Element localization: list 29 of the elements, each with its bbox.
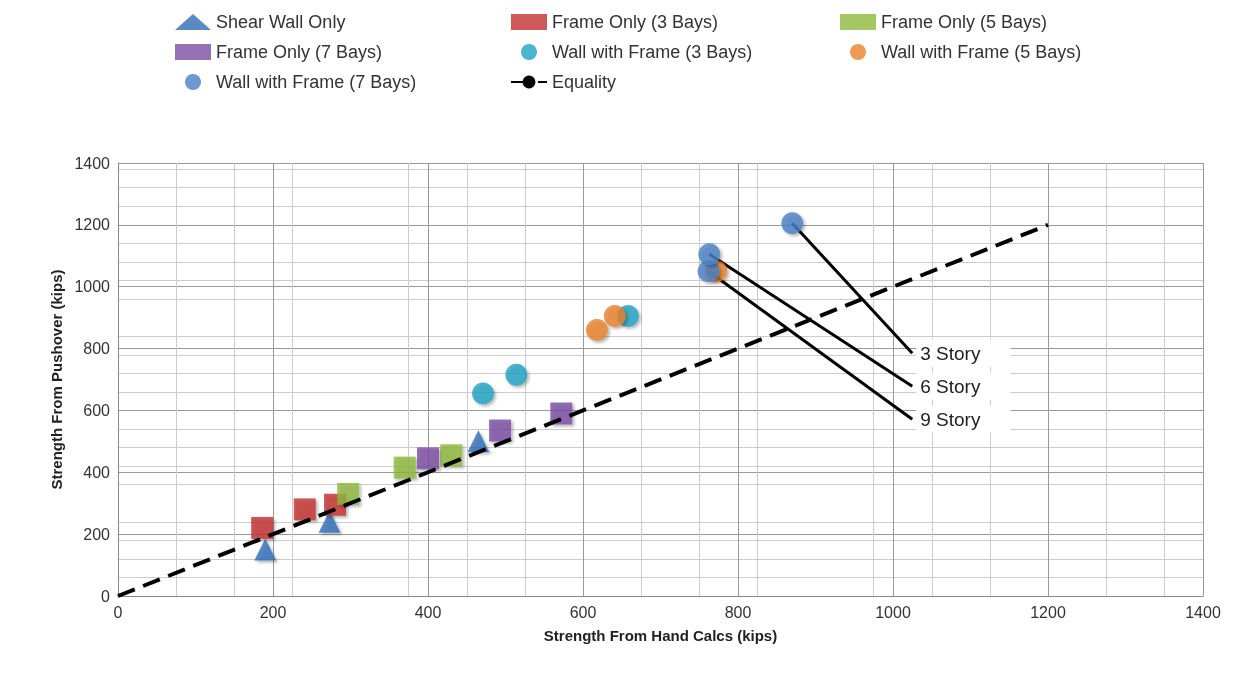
x-tick-label: 400 (414, 603, 442, 621)
y-tick-label: 600 (83, 401, 111, 419)
annotation: 3 Story (920, 342, 981, 364)
annotation: 6 Story (920, 375, 981, 397)
x-tick-label: 200 (259, 603, 287, 621)
x-axis-title: Strength From Hand Calcs (kips) (543, 627, 778, 644)
legend-label: Equality (552, 72, 617, 92)
legend-label: Wall with Frame (7 Bays) (216, 72, 417, 92)
annotation: 9 Story (920, 408, 981, 430)
y-tick-label: 800 (83, 340, 111, 358)
legend-label: Frame Only (7 Bays) (216, 42, 383, 62)
legend-label: Wall with Frame (3 Bays) (552, 42, 753, 62)
x-tick-label: 600 (569, 603, 597, 621)
y-tick-label: 1400 (74, 154, 111, 172)
x-tick-label: 1400 (1185, 603, 1221, 621)
legend-label: Shear Wall Only (216, 12, 346, 32)
x-tick-label: 800 (724, 603, 752, 621)
x-tick-label: 1200 (1030, 603, 1066, 621)
y-axis-title: Strength From Pushover (kips) (47, 269, 65, 490)
y-tick-label: 0 (101, 587, 111, 605)
y-tick-label: 1200 (74, 216, 111, 234)
legend-label: Frame Only (3 Bays) (552, 12, 719, 32)
y-tick-label: 200 (83, 525, 111, 543)
y-tick-label: 1000 (74, 278, 111, 296)
y-tick-label: 400 (83, 463, 111, 481)
legend-label: Wall with Frame (5 Bays) (881, 42, 1082, 62)
x-tick-label: 1000 (875, 603, 911, 621)
x-tick-label: 0 (113, 603, 123, 621)
legend-label: Frame Only (5 Bays) (881, 12, 1048, 32)
